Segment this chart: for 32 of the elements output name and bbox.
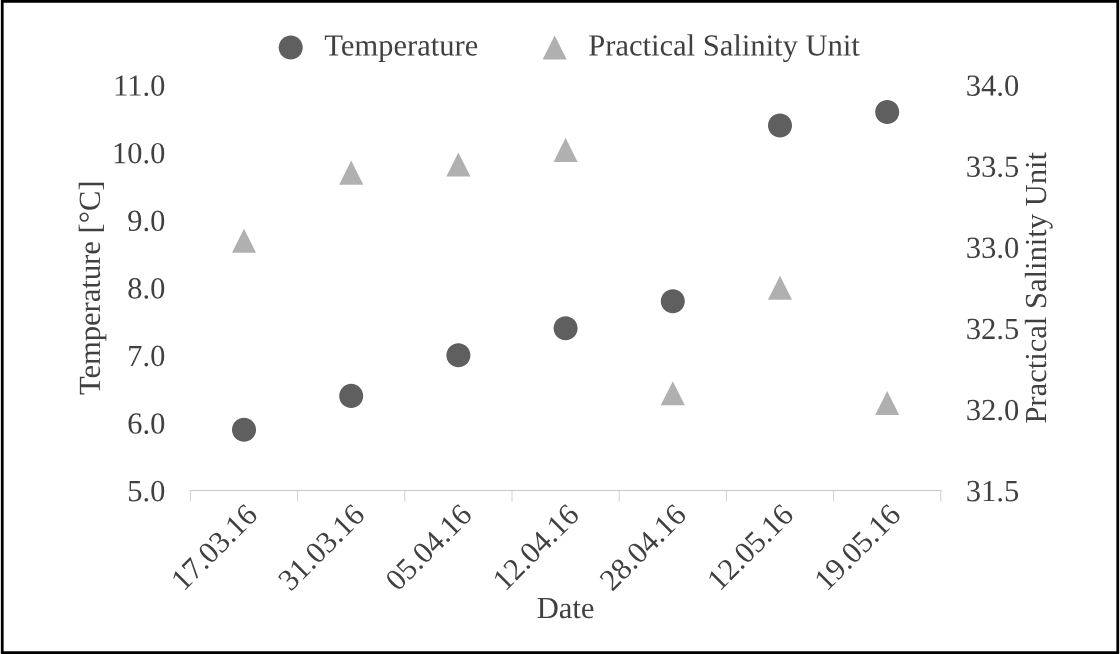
y-tick-label: 8.0 [128, 278, 165, 299]
point [553, 137, 578, 162]
point [231, 417, 257, 442]
y2-axis-title: Practical Salinity Unit [1024, 152, 1053, 423]
legend-label: Temperature [324, 35, 478, 62]
point [339, 383, 364, 408]
y2-tick-label: 33.5 [967, 156, 1019, 178]
y2-tick-label: 32.5 [967, 318, 1019, 340]
legend-label: Practical Salinity Unit [589, 34, 860, 63]
y2-tick-label: 31.5 [967, 480, 1019, 502]
point [446, 343, 471, 368]
y-tick-label: 9.0 [128, 210, 165, 232]
y-tick-label: 5.0 [128, 480, 165, 502]
point [767, 113, 793, 138]
point [339, 160, 364, 185]
y2-tick-label: 34.0 [967, 75, 1019, 97]
point [875, 100, 900, 125]
point [875, 390, 900, 415]
x-axis-title: Date [537, 598, 594, 619]
y-tick-label: 10.0 [114, 142, 165, 164]
point [553, 316, 578, 341]
y-tick-label: 7.0 [129, 345, 165, 367]
point [446, 152, 471, 177]
y2-tick-label: 32.0 [967, 399, 1019, 421]
point [767, 275, 793, 300]
y-tick-label: 6.0 [128, 413, 165, 434]
y-axis-title: Temperature [°C] [78, 182, 107, 395]
point [231, 228, 257, 253]
y2-tick-label: 33.0 [967, 237, 1019, 259]
y-tick-label: 11.0 [115, 75, 165, 97]
point [660, 289, 685, 314]
point [660, 381, 685, 406]
